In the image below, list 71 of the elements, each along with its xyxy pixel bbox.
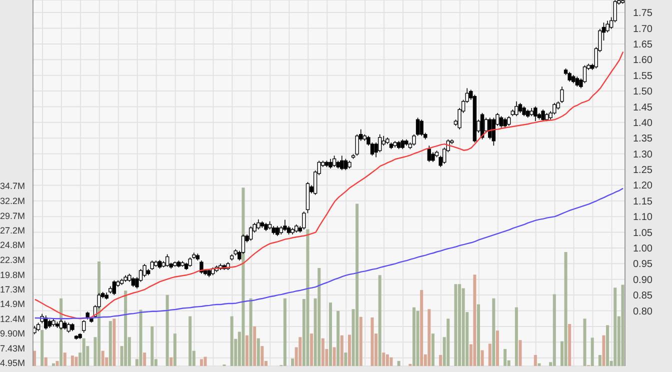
y-tick-label: 12.4M — [0, 314, 25, 324]
y2-tick-label: 1.70 — [633, 24, 653, 35]
y-tick-label: 29.7M — [0, 210, 25, 221]
candlestick — [503, 117, 507, 128]
candlestick — [427, 145, 432, 162]
candlestick — [522, 106, 526, 117]
y2-tick-label: 0.80 — [633, 306, 653, 318]
candlestick — [420, 119, 424, 136]
candlestick — [59, 319, 63, 330]
y2-tick-label: 1.60 — [633, 55, 653, 66]
candlestick — [568, 71, 572, 82]
candlestick — [507, 116, 511, 126]
candlestick — [332, 155, 336, 168]
y2-tick-label: 1.25 — [633, 165, 653, 176]
y-tick-label: 14.9M — [0, 298, 25, 309]
candlestick — [541, 109, 545, 122]
y-tick-label: 7.43M — [0, 343, 25, 354]
y2-tick-label: 0.90 — [633, 274, 653, 286]
y2-tick-label: 1.50 — [633, 86, 653, 98]
candlestick — [499, 116, 504, 128]
y2-tick-label: 1.15 — [633, 196, 653, 208]
candlestick — [355, 134, 359, 156]
y2-tick-label: 1.10 — [633, 212, 653, 224]
y-tick-label: 4.95M — [0, 358, 25, 368]
candlestick — [66, 322, 71, 334]
y-tick-label: 22.3M — [0, 254, 25, 265]
candlestick — [142, 264, 146, 278]
candlestick — [256, 219, 260, 230]
candlestick — [344, 158, 348, 171]
y2-tick-label: 0.85 — [633, 290, 653, 302]
candlestick — [276, 226, 280, 236]
y2-tick-label: 0.95 — [633, 259, 653, 270]
candlestick — [188, 256, 192, 268]
y2-tick-label: 1.55 — [633, 70, 653, 82]
candlestick — [488, 117, 492, 140]
y2-tick-label: 1.20 — [633, 180, 653, 192]
y-tick-label: 17.3M — [0, 284, 25, 295]
y-tick-label: 24.8M — [0, 240, 25, 250]
candlestick — [582, 64, 587, 84]
candlestick — [328, 158, 332, 169]
y2-tick-label: 1.30 — [633, 149, 653, 160]
candlestick — [400, 138, 404, 150]
y2-tick-label: 1.00 — [633, 244, 653, 255]
candlestick — [150, 260, 154, 270]
y2-tick-label: 1.35 — [633, 134, 653, 145]
candlestick — [514, 100, 518, 117]
y-tick-label: 32.2M — [0, 196, 25, 206]
y2-tick-label: 1.40 — [633, 118, 653, 129]
y2-tick-label: 1.45 — [633, 102, 653, 114]
candlestick — [518, 102, 522, 114]
candlestick — [575, 76, 580, 88]
line-series — [34, 51, 624, 320]
candlestick — [340, 155, 344, 171]
candlestick — [165, 254, 170, 268]
candlestick — [431, 152, 435, 162]
candlestick — [82, 320, 86, 334]
candlestick — [492, 117, 496, 146]
candlestick — [131, 276, 136, 288]
candlestick — [534, 106, 538, 122]
candlestick — [248, 226, 253, 242]
y-tick-label: 9.90M — [0, 328, 25, 339]
y2-tick-label: 1.65 — [633, 39, 653, 50]
y-tick-label: 34.7M — [0, 181, 25, 192]
candlestick — [302, 211, 306, 230]
y-tick-label: 27.2M — [0, 226, 25, 236]
y2-tick-label: 1.75 — [633, 8, 653, 20]
candlestick — [112, 280, 116, 296]
y2-tick-label: 1.05 — [633, 228, 653, 239]
candlestick — [283, 219, 287, 232]
candlestick — [480, 112, 484, 140]
y-tick-label: 19.8M — [0, 270, 25, 280]
